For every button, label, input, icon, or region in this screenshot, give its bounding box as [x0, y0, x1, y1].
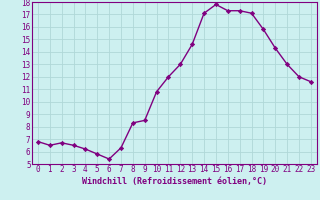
X-axis label: Windchill (Refroidissement éolien,°C): Windchill (Refroidissement éolien,°C)	[82, 177, 267, 186]
